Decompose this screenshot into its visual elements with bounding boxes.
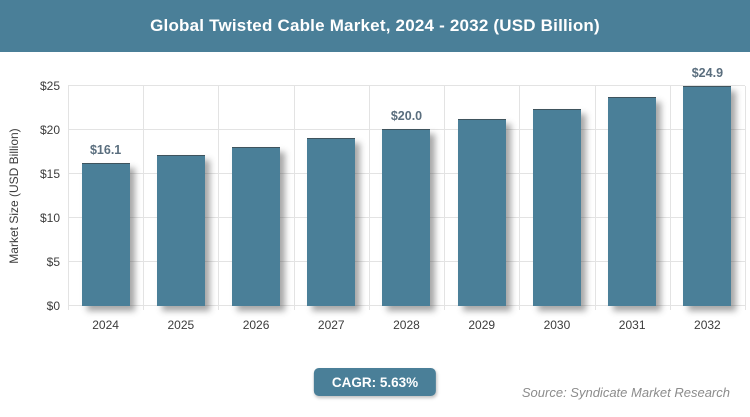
x-axis-label-2024: 2024 — [92, 318, 119, 332]
bar-2025 — [156, 155, 205, 306]
cagr-badge: CAGR: 5.63% — [313, 368, 437, 396]
vertical-gridline — [143, 86, 145, 310]
bar-2027 — [307, 137, 356, 306]
bar-column-2032: $24.9 2032 — [670, 66, 745, 332]
vertical-gridline — [368, 86, 370, 310]
plot-area: Market Size (USD Billion) $0 $5 $10 $15 $20 $… — [7, 66, 746, 332]
vertical-gridline — [444, 86, 446, 310]
y-axis-tick-label: $5 — [46, 255, 60, 269]
y-axis-tick-label: $15 — [39, 167, 60, 181]
vertical-gridline — [594, 86, 596, 310]
y-axis-tick-label: $0 — [46, 299, 60, 313]
bar-value-label-2032: $24.9 — [691, 65, 724, 80]
x-axis-label-2029: 2029 — [468, 318, 496, 332]
bar-value-label-2024: $16.1 — [89, 143, 122, 158]
y-axis-tick-label: $10 — [39, 211, 60, 225]
x-axis-label-2027: 2027 — [317, 318, 345, 332]
x-axis-label-2028: 2028 — [393, 318, 420, 332]
bar-column-2031: 2031 — [595, 86, 670, 332]
title-banner: Global Twisted Cable Market, 2024 - 2032… — [0, 0, 750, 52]
bar-2031 — [608, 97, 657, 306]
vertical-gridline — [293, 86, 295, 310]
vertical-gridline — [68, 86, 69, 310]
vertical-gridline — [745, 86, 746, 310]
source-attribution: Source: Syndicate Market Research — [521, 385, 730, 400]
y-axis-tick-label: $20 — [39, 123, 60, 137]
bar-2032 — [683, 85, 732, 306]
bar-2029 — [457, 119, 506, 306]
bar-column-2030: 2030 — [519, 86, 594, 332]
x-axis-label-2031: 2031 — [618, 318, 646, 332]
vertical-gridline — [519, 86, 521, 310]
bar-2026 — [232, 146, 281, 306]
bar-column-2027: 2027 — [294, 86, 369, 332]
bar-column-2025: 2025 — [143, 86, 218, 332]
vertical-gridline — [669, 86, 671, 310]
horizontal-gridline — [68, 85, 745, 86]
bar-value-label-2028: $20.0 — [390, 109, 423, 123]
bar-column-2028: $20.0 2028 — [369, 86, 444, 332]
x-axis-label-2030: 2030 — [543, 318, 571, 332]
chart-title: Global Twisted Cable Market, 2024 - 2032… — [150, 16, 600, 35]
y-axis-title: Market Size (USD Billion) — [7, 128, 21, 264]
x-axis-label-2026: 2026 — [242, 318, 270, 332]
y-axis-tick-label: $25 — [39, 79, 60, 93]
vertical-gridline — [218, 86, 220, 310]
x-axis-label-2025: 2025 — [167, 318, 195, 332]
bar-column-2029: 2029 — [444, 86, 519, 332]
x-axis-label-2032: 2032 — [694, 318, 721, 332]
bar-column-2024: $16.1 2024 — [68, 86, 143, 332]
bar-2028 — [382, 129, 431, 306]
bar-2030 — [532, 108, 581, 306]
bar-column-2026: 2026 — [218, 86, 293, 332]
bar-2024 — [81, 163, 130, 306]
